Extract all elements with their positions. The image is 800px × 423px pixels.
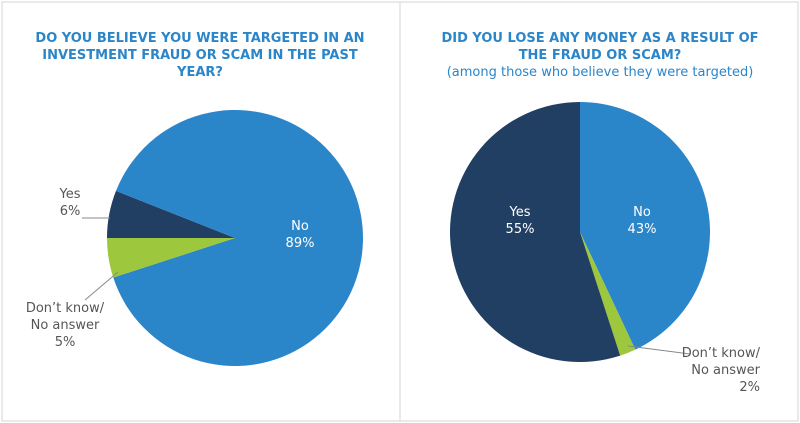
pie-slice — [580, 102, 710, 350]
slice-value: 89% — [285, 236, 315, 251]
chart-title: DID YOU LOSE ANY MONEY AS A RESULT OF TH… — [425, 30, 775, 81]
leader-line — [84, 271, 119, 301]
leader-line — [627, 345, 691, 355]
slice-value: 5% — [54, 335, 76, 350]
slice-label: No 89% — [270, 218, 330, 252]
pie-slice — [580, 232, 636, 356]
pie-slice — [450, 102, 621, 362]
subtitle: (among those who believe they were targe… — [446, 65, 754, 80]
slice-category: Yes — [59, 187, 81, 202]
slice-category: No — [291, 219, 309, 234]
pie-slice — [107, 238, 235, 278]
slice-category: Don’t know/ No answer — [25, 301, 105, 333]
slice-category: Yes — [509, 205, 531, 220]
slice-label: Yes 55% — [490, 204, 550, 238]
slice-value: 55% — [505, 222, 535, 237]
slice-category: No — [633, 205, 651, 220]
slice-label: Don’t know/ No answer 5% — [10, 300, 120, 351]
title-text: DID YOU LOSE ANY MONEY AS A RESULT OF TH… — [441, 31, 759, 63]
slice-value: 6% — [59, 204, 81, 219]
pie-slice — [107, 190, 235, 238]
slice-label: No 43% — [612, 204, 672, 238]
title-text: DO YOU BELIEVE YOU WERE TARGETED IN AN I… — [35, 31, 365, 80]
slice-label: Don’t know/ No answer 2% — [640, 345, 760, 396]
chart-title: DO YOU BELIEVE YOU WERE TARGETED IN AN I… — [25, 30, 375, 81]
slice-category: Don’t know/ No answer — [681, 346, 760, 378]
slice-label: Yes 6% — [40, 186, 100, 220]
slice-value: 43% — [627, 222, 657, 237]
slice-value: 2% — [739, 380, 760, 395]
pie-slice — [113, 109, 363, 366]
